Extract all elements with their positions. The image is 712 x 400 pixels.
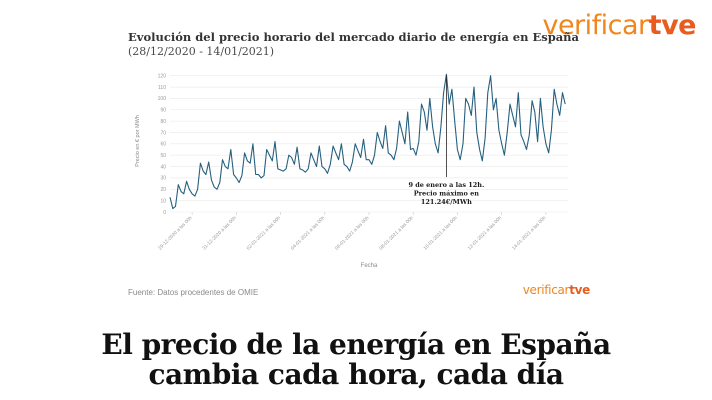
svg-text:60: 60 — [160, 142, 166, 148]
logo-text-regular: verificar — [542, 10, 649, 41]
svg-text:121.24€/MWh: 121.24€/MWh — [421, 198, 472, 206]
source-note: Fuente: Datos procedentes de OMIE — [128, 288, 259, 298]
svg-text:02-01-2021 a las 00h: 02-01-2021 a las 00h — [246, 215, 283, 252]
headline: El precio de la energía en España cambia… — [0, 330, 712, 389]
svg-text:40: 40 — [160, 165, 166, 171]
svg-text:70: 70 — [160, 131, 166, 137]
svg-text:80: 80 — [160, 119, 166, 125]
svg-text:100: 100 — [158, 97, 167, 103]
svg-text:9 de enero a las 12h.: 9 de enero a las 12h. — [408, 181, 484, 189]
svg-text:0: 0 — [163, 210, 166, 216]
watermark-text-bold: tve — [569, 283, 590, 298]
svg-text:50: 50 — [160, 153, 166, 159]
headline-line-2: cambia cada hora, cada día — [148, 357, 564, 391]
verificartve-watermark: verificartve — [522, 283, 591, 298]
svg-text:08-01-2021 a las 00h: 08-01-2021 a las 00h — [378, 215, 415, 252]
chart-card: Evolución del precio horario del mercado… — [128, 30, 590, 297]
verificartve-logo: verificartve — [542, 12, 696, 39]
headline-line-1: El precio de la energía en España — [101, 328, 611, 361]
chart-area: 0 10 20 30 40 50 60 70 80 90 100 110 120 29-12-2020 a… — [128, 64, 590, 281]
svg-text:20: 20 — [160, 187, 166, 193]
svg-text:12-01-2021 a las 00h: 12-01-2021 a las 00h — [467, 215, 504, 252]
svg-text:110: 110 — [158, 85, 166, 91]
svg-text:120: 120 — [158, 74, 167, 80]
svg-text:Precio en € por MWh: Precio en € por MWh — [135, 116, 141, 168]
svg-text:14-01-2021 a las 00h: 14-01-2021 a las 00h — [511, 215, 548, 252]
svg-text:10-01-2021 a las 00h: 10-01-2021 a las 00h — [423, 215, 460, 252]
card-footer: Fuente: Datos procedentes de OMIE verifi… — [128, 283, 590, 297]
svg-text:31-12-2020 a las 00h: 31-12-2020 a las 00h — [201, 215, 238, 252]
svg-text:Precio máximo en: Precio máximo en — [414, 190, 480, 198]
price-line-chart-svg: 0 10 20 30 40 50 60 70 80 90 100 110 120 29-12-2020 a… — [135, 74, 568, 269]
svg-text:Fecha: Fecha — [361, 263, 378, 269]
svg-text:30: 30 — [160, 176, 166, 182]
chart-subtitle: (28/12/2020 - 14/01/2021) — [128, 45, 275, 59]
watermark-text-regular: verificar — [522, 283, 570, 298]
svg-text:10: 10 — [160, 199, 166, 205]
svg-text:29-12-2020 a las 00h: 29-12-2020 a las 00h — [157, 215, 194, 252]
svg-text:04-01-2021 a las 00h: 04-01-2021 a las 00h — [290, 215, 327, 252]
logo-text-bold: tve — [648, 10, 697, 41]
chart-title: Evolución del precio horario del mercado… — [128, 30, 579, 44]
svg-text:90: 90 — [160, 108, 166, 114]
svg-text:06-01-2021 a las 00h: 06-01-2021 a las 00h — [334, 215, 371, 252]
